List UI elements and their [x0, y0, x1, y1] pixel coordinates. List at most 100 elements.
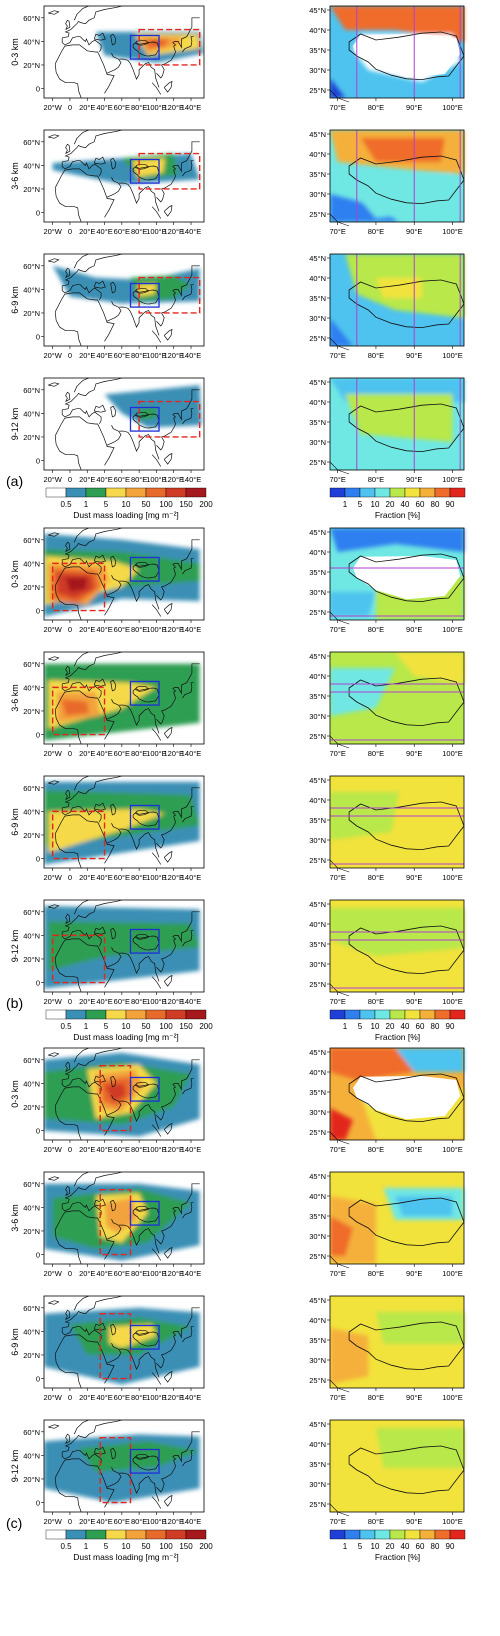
lat-tick-label: 0 [36, 1127, 40, 1136]
lat-tick-label: 25°N [309, 980, 326, 989]
coastline [64, 1086, 115, 1136]
coastline [163, 850, 173, 863]
colorbar-tick-label: 0.5 [60, 1022, 72, 1031]
lat-tick-label: 0 [36, 1499, 40, 1508]
lat-tick-label: 20°N [23, 309, 40, 318]
source-region-box [138, 400, 201, 438]
lat-tick-label: 20°N [23, 185, 40, 194]
colorbar-tick-label: 0.5 [60, 1542, 72, 1551]
lat-tick-label: 60°N [23, 908, 40, 917]
lon-tick-label: 140°E [181, 1393, 202, 1402]
coastline [151, 1496, 162, 1509]
lat-tick-label: 20°N [23, 61, 40, 70]
lon-tick-label: 100°E [442, 1145, 463, 1154]
coastline [93, 404, 106, 413]
lat-tick-label: 45°N [309, 378, 326, 387]
coastline [64, 690, 115, 740]
lon-tick-label: 20°E [79, 103, 95, 112]
lat-tick-label: 0 [36, 855, 40, 864]
coastline [110, 803, 117, 816]
panel-letter: (c) [6, 1515, 22, 1531]
lon-tick-label: 100°E [146, 1145, 167, 1154]
altitude-label: 0-3 km [10, 560, 20, 588]
lat-tick-label: 45°N [309, 1172, 326, 1181]
lon-tick-label: 20°W [43, 1393, 62, 1402]
coastline [156, 141, 200, 203]
tibetan-plateau-box [129, 556, 160, 582]
dust-contours [52, 153, 200, 185]
colorbar-swatch [165, 487, 187, 498]
lon-tick-label: 80°E [368, 997, 384, 1006]
colorbar-tick-label: 90 [446, 500, 455, 509]
lat-tick-label: 0 [36, 1251, 40, 1260]
map-frame [43, 899, 205, 993]
coastline [106, 699, 122, 720]
lon-tick-label: 60°E [114, 997, 130, 1006]
coastline [54, 45, 66, 64]
coastline [106, 823, 122, 844]
colorbar-tick-label: 1 [84, 500, 89, 509]
lat-tick-label: 20°N [23, 955, 40, 964]
coastline [110, 1075, 117, 1088]
lat-tick-label: 45°N [309, 652, 326, 661]
coastline [48, 382, 60, 387]
coastline [73, 1048, 96, 1063]
lat-tick-label: 30°N [309, 190, 326, 199]
tibet-outline [132, 41, 160, 57]
lat-tick-label: 20°N [23, 433, 40, 442]
colorbar-swatch [125, 1009, 147, 1020]
taklimakan-outline [135, 1081, 150, 1088]
coastlines [48, 254, 200, 346]
coastline [73, 1420, 96, 1435]
lat-tick-label: 60°N [23, 660, 40, 669]
map-frame [329, 5, 465, 99]
fraction-level [345, 174, 453, 218]
lat-tick-label: 40°N [23, 1451, 40, 1460]
lon-tick-label: 40°E [96, 475, 112, 484]
lat-tick-label: 30°N [309, 1480, 326, 1489]
lon-tick-label: 140°E [181, 997, 202, 1006]
source-region-box [99, 1064, 132, 1132]
lat-tick-label: 0 [36, 457, 40, 466]
coastline [48, 10, 60, 15]
masked-region [353, 34, 461, 78]
colorbar-tick-label: 80 [431, 1542, 440, 1551]
dust-level-4 [104, 1197, 138, 1234]
colorbar-swatch [389, 1009, 406, 1020]
lon-tick-label: 140°E [181, 1269, 202, 1278]
coastline [106, 301, 122, 322]
dust-level-7 [65, 577, 88, 592]
colorbar-tick-label: 0.5 [60, 500, 72, 509]
coastline [73, 6, 96, 21]
map-frame [329, 775, 465, 869]
coastline [156, 539, 200, 601]
coastlines [48, 1048, 200, 1140]
lat-tick-label: 40°N [309, 1440, 326, 1449]
colorbar-swatch [374, 1009, 391, 1020]
lon-tick-label: 80°E [131, 475, 147, 484]
coastline [182, 682, 194, 699]
colorbar-swatch [85, 1529, 107, 1540]
coastline [163, 1494, 173, 1507]
coastline [182, 1202, 194, 1219]
colorbar-swatch [389, 487, 406, 498]
tibet-outline [132, 935, 160, 951]
tibet-outline [348, 1197, 465, 1247]
dust-contours [44, 1434, 200, 1503]
tibetan-plateau-box [129, 406, 160, 432]
lon-tick-label: 80°E [131, 1145, 147, 1154]
coastline [151, 206, 162, 219]
map-frame [43, 527, 205, 621]
colorbar-swatch [165, 1529, 187, 1540]
coastline [62, 1048, 124, 1081]
lat-tick-label: 45°N [309, 1296, 326, 1305]
lat-tick-label: 0 [36, 1375, 40, 1384]
lon-tick-label: 20°W [43, 1517, 62, 1526]
dust-field [44, 663, 200, 741]
colorbar-swatch [434, 1529, 451, 1540]
dust-field [104, 385, 202, 428]
lon-tick-label: 90°E [406, 227, 422, 236]
coastline [54, 957, 82, 992]
lon-tick-label: 90°E [406, 749, 422, 758]
lat-tick-label: 40°N [309, 1192, 326, 1201]
